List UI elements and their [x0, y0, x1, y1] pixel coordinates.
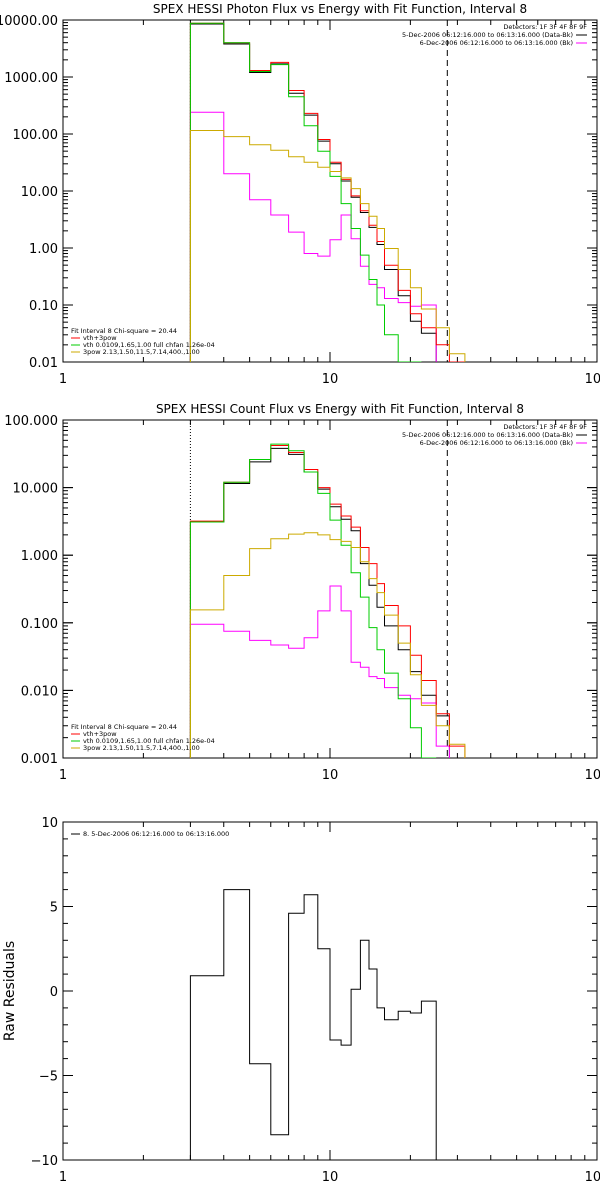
chart-panel-3: 1 10 100 10 5 0 −5 −10 Raw Residuals 8. 5-Dec-200…: [2, 816, 600, 1185]
y-tick-label: 0.010: [21, 684, 58, 699]
y-tick-label: 10.00: [21, 185, 58, 200]
y-tick-label: −10: [31, 1154, 58, 1169]
y-tick-label: 0.01: [29, 356, 58, 371]
y-tick-label: 0: [50, 985, 58, 1000]
legend-entry: vth 0.0109,1.65,1.00 full chfan 1.26e-04: [83, 737, 215, 745]
x-tick-label: 10: [322, 372, 339, 387]
series-line: [189, 445, 466, 758]
y-tick-label: 10.000: [13, 482, 59, 497]
x-tick-label: 100: [585, 768, 600, 783]
legend-entry: 5-Dec-2006 06:12:16.000 to 06:13:16.000 …: [402, 31, 573, 39]
y-tick-label: 100.00: [13, 128, 59, 143]
x-tick-label: 100: [585, 372, 600, 387]
legend-entry: vth+3pow: [83, 334, 117, 342]
series-line: [189, 889, 437, 1160]
x-tick-label: 10: [322, 1170, 339, 1185]
y-tick-label: 1000.00: [4, 71, 58, 86]
legend-entry: 6-Dec-2006 06:12:16.000 to 06:13:16.000 …: [420, 39, 573, 47]
legend-header: Detectors: 1F 3F 4F 8F 9F: [503, 423, 587, 431]
legend-header: Fit Interval 8 Chi-square = 20.44: [71, 723, 177, 731]
x-tick-label: 100: [585, 1170, 600, 1185]
y-tick-label: 1.000: [21, 549, 58, 564]
series-line: [189, 22, 422, 362]
series-line: [189, 532, 466, 758]
y-tick-label: 10000.00: [0, 14, 58, 29]
data-layer: [189, 889, 437, 1160]
chart-title: SPEX HESSI Photon Flux vs Energy with Fi…: [153, 2, 527, 16]
y-tick-label: 100.000: [4, 414, 58, 429]
legend-header: Fit Interval 8 Chi-square = 20.44: [71, 327, 177, 335]
plot-frame: [62, 19, 598, 363]
x-tick-label: 1: [59, 372, 67, 387]
legend-header: Detectors: 1F 3F 4F 8F 9F: [503, 23, 587, 31]
x-tick-label: 1: [59, 1170, 67, 1185]
legend-entry: 6-Dec-2006 06:12:16.000 to 06:13:16.000 …: [420, 439, 573, 447]
y-tick-label: 0.100: [21, 617, 58, 632]
series-line: [189, 111, 437, 362]
y-tick-label: 5: [50, 901, 58, 916]
series-line: [189, 22, 465, 362]
chart-title: SPEX HESSI Count Flux vs Energy with Fit…: [156, 402, 524, 416]
y-tick-label: −5: [39, 1070, 58, 1085]
legend-entry: vth 0.0109,1.65,1.00 full chfan 1.26e-04: [83, 341, 215, 349]
data-layer: [189, 420, 466, 758]
y-axis-label: Raw Residuals: [2, 941, 18, 1041]
y-tick-label: 10: [41, 816, 58, 831]
legend-entry: 3pow 2.13,1.50,11.5,7.14,400.,1.00: [83, 744, 200, 752]
x-tick-label: 1: [59, 768, 67, 783]
chart-panel-2: SPEX HESSI Count Flux vs Energy with Fit…: [4, 402, 600, 783]
data-layer: [189, 20, 466, 362]
y-tick-label: 0.001: [21, 752, 58, 767]
legend-entry: 5-Dec-2006 06:12:16.000 to 06:13:16.000 …: [402, 431, 573, 439]
series-line: [189, 443, 437, 758]
legend-entry: 3pow 2.13,1.50,11.5,7.14,400.,1.00: [83, 348, 200, 356]
legend-entry: 8. 5-Dec-2006 06:12:16.000 to 06:13:16.0…: [83, 830, 229, 838]
x-tick-label: 10: [322, 768, 339, 783]
series-line: [189, 585, 450, 758]
y-tick-label: 1.00: [29, 242, 58, 257]
y-tick-label: 0.10: [29, 299, 58, 314]
legend-entry: vth+3pow: [83, 730, 117, 738]
series-line: [189, 130, 466, 362]
chart-panel-1: SPEX HESSI Photon Flux vs Energy with Fi…: [0, 2, 600, 387]
series-line: [189, 23, 437, 362]
